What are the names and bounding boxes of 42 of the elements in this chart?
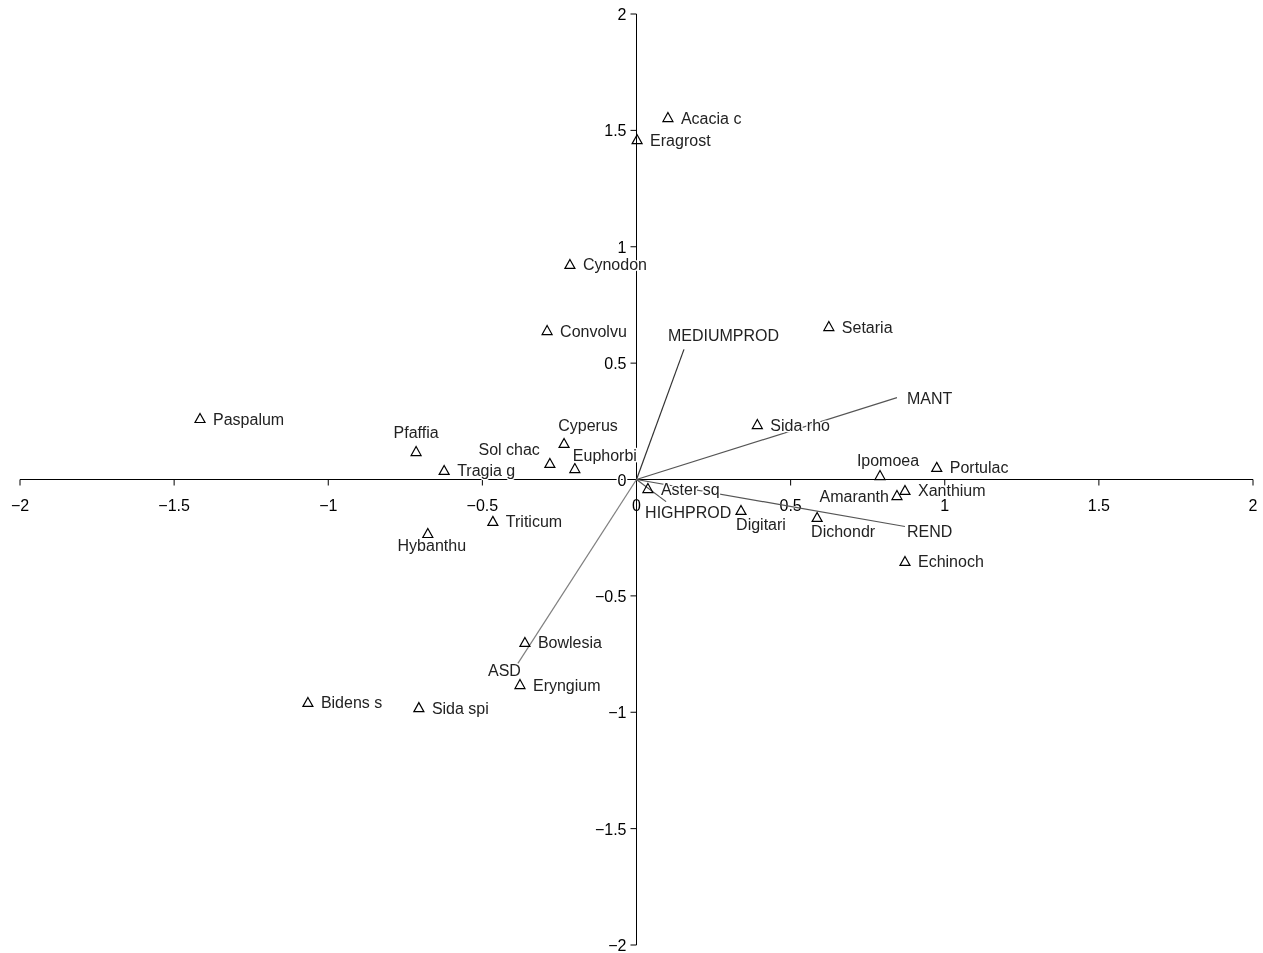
y-tick-label: 2 <box>617 6 627 23</box>
annotation: Ipomoea <box>856 451 920 469</box>
annotation: Triticum <box>505 513 563 531</box>
x-tick-label: −0.5 <box>466 496 499 514</box>
x-tick-label: −1.5 <box>158 496 191 514</box>
series-label: MEDIUMPROD <box>667 327 780 345</box>
annotation: Eryngium <box>532 676 601 694</box>
annotation: Hybanthu <box>397 537 467 555</box>
y-tick-label: −1 <box>608 704 627 722</box>
series-label: REND <box>906 522 953 540</box>
annotation: Amaranth <box>819 487 889 505</box>
x-tick-label: 1.5 <box>1087 496 1111 514</box>
annotation: Euphorbi <box>572 446 637 464</box>
x-tick-label: 2 <box>1248 496 1258 514</box>
annotation: Paspalum <box>213 410 285 428</box>
y-tick-label: 0.5 <box>604 355 627 373</box>
annotation: Sol chac <box>478 441 540 459</box>
y-tick-label: −1.5 <box>594 820 627 838</box>
y-tick-label: −0.5 <box>594 587 627 605</box>
x-tick-label: −1 <box>319 496 338 514</box>
x-tick-label: −2 <box>10 496 30 514</box>
y-tick-label: 1.5 <box>604 122 627 140</box>
annotation: Pfaffia <box>393 423 439 441</box>
annotation: Setaria <box>841 318 893 336</box>
annotation: Acacia c <box>680 109 742 127</box>
y-tick-label: −2 <box>608 937 627 953</box>
x-tick-label: 0.5 <box>779 496 802 514</box>
annotation: Bowlesia <box>537 634 603 652</box>
annotation: Cyperus <box>558 417 618 435</box>
series-label: MANT <box>906 389 953 407</box>
annotation: Portulac <box>949 459 1009 477</box>
annotation: Dichondr <box>811 523 876 541</box>
annotation: Tragia g <box>457 462 516 480</box>
series-label: ASD <box>487 662 521 680</box>
annotation: Sida spi <box>431 699 489 717</box>
y-tick-label: 1 <box>617 238 627 256</box>
annotation: Digitari <box>736 516 786 534</box>
annotation: Bidens s <box>320 694 383 712</box>
series-label: HIGHPROD <box>645 503 732 521</box>
annotation: Echinoch <box>917 553 984 571</box>
annotation: Eragrost <box>650 131 712 149</box>
annotation: Convolvu <box>560 322 627 340</box>
